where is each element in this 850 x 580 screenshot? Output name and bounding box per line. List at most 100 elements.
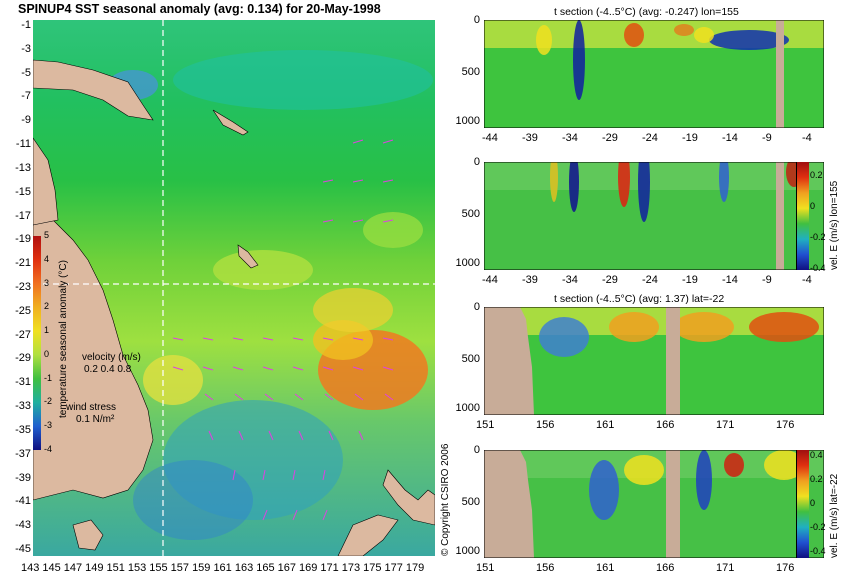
panel-title: t section (-4..5°C) (avg: -0.247) lon=15… xyxy=(554,6,739,18)
lat-label: -33 xyxy=(15,400,31,413)
lon-label: 167 xyxy=(277,562,296,574)
lat-label: -17 xyxy=(15,209,31,222)
x-tick: 156 xyxy=(536,562,555,574)
lon-label: 157 xyxy=(170,562,190,574)
lon-label: 165 xyxy=(256,562,275,574)
colorbar-tick: 3 xyxy=(44,277,50,288)
lon-label: 169 xyxy=(298,562,318,574)
velocity-colorbar-tick: -0.4 xyxy=(810,546,826,556)
depth-tick: 0 xyxy=(473,444,480,456)
velocity-colorbar-tick: 0 xyxy=(810,200,816,211)
lat-label: -43 xyxy=(15,519,31,532)
lat-label: -35 xyxy=(15,423,31,436)
depth-tick: 500 xyxy=(461,208,480,220)
x-tick: 166 xyxy=(656,419,675,431)
lat-label: -23 xyxy=(15,281,31,293)
lon-label: 151 xyxy=(106,562,125,574)
x-tick: 166 xyxy=(656,562,675,574)
lon-label: 155 xyxy=(149,562,168,574)
x-tick: -4 xyxy=(802,132,812,144)
map-lat-axis: -1 -3 -5 -7 -9 -11 -13 -15 -17 -19 -21 -23 -25 -27 -29… xyxy=(0,19,33,556)
lat-label: -45 xyxy=(15,543,31,555)
map-colorbar xyxy=(33,236,41,450)
depth-tick: 0 xyxy=(473,301,480,313)
depth-tick: 500 xyxy=(461,496,480,508)
colorbar-tick: 1 xyxy=(44,325,50,336)
x-tick: 171 xyxy=(716,419,735,431)
x-tick: -29 xyxy=(602,132,618,144)
velocity-colorbar-tick: 0 xyxy=(810,498,816,508)
velocity-colorbar-label: vel. E (m/s) lat=-22 xyxy=(829,473,840,558)
lat-label: -1 xyxy=(21,19,31,31)
section-panel-2 xyxy=(484,162,824,270)
lat-label: -3 xyxy=(21,42,31,55)
section-panel-4 xyxy=(484,450,824,558)
colorbar-tick: 5 xyxy=(44,230,50,240)
x-tick: -24 xyxy=(642,132,658,144)
wind-legend: wind stress 0.1 N/m² xyxy=(66,402,116,426)
sst-map xyxy=(33,20,435,556)
velocity-colorbar-tick: 0.2 xyxy=(810,170,823,180)
lon-label: 163 xyxy=(234,562,254,574)
x-tick: 161 xyxy=(596,419,615,431)
lon-label: 161 xyxy=(213,562,232,574)
velocity-colorbar-label: vel. E (m/s) lon=155 xyxy=(829,180,840,270)
land xyxy=(33,59,435,556)
lat-label: -25 xyxy=(15,304,31,317)
lon-label: 145 xyxy=(42,562,61,574)
velocity-colorbar-tick: -0.2 xyxy=(810,522,826,532)
x-tick: -9 xyxy=(762,274,772,286)
x-tick: 176 xyxy=(776,562,795,574)
x-tick: -34 xyxy=(562,132,578,144)
x-tick: -14 xyxy=(722,132,738,144)
lon-label: 173 xyxy=(341,562,361,574)
colorbar-tick: -1 xyxy=(44,372,53,383)
lat-label: -15 xyxy=(15,185,31,198)
map-colorbar-label: temperature seasonal anomaly (°C) xyxy=(58,260,69,418)
velocity-colorbar xyxy=(796,450,809,558)
lon-label: 153 xyxy=(127,562,147,574)
x-tick: 156 xyxy=(536,419,555,431)
x-tick: 171 xyxy=(716,562,735,574)
velocity-colorbar-tick: -0.4 xyxy=(810,262,826,273)
lat-label: -9 xyxy=(21,114,31,127)
depth-tick: 500 xyxy=(461,66,480,78)
velocity-colorbar-tick: 0.2 xyxy=(810,474,823,484)
colorbar-tick: -3 xyxy=(44,420,53,431)
x-tick: -19 xyxy=(682,274,698,286)
lat-label: -13 xyxy=(15,161,31,174)
lat-label: -39 xyxy=(15,471,31,484)
velocity-colorbar xyxy=(796,162,809,270)
x-tick: -4 xyxy=(802,274,812,286)
wind-legend-scale: 0.1 N/m² xyxy=(76,414,115,425)
lat-label: -31 xyxy=(15,376,31,389)
map-colorbar-ticks: 5 4 3 2 1 0 -1 -2 -3 -4 xyxy=(44,230,58,454)
x-tick: -44 xyxy=(482,274,498,286)
lat-label: -7 xyxy=(21,90,31,103)
velocity-legend-scale: 0.2 0.4 0.8 xyxy=(84,364,132,375)
depth-tick: 0 xyxy=(473,156,480,168)
lat-label: -29 xyxy=(15,352,31,365)
velocity-legend: velocity (m/s) 0.2 0.4 0.8 xyxy=(82,352,141,376)
lon-label: 159 xyxy=(192,562,211,574)
x-tick: 151 xyxy=(476,419,495,431)
depth-tick: 1000 xyxy=(455,402,480,414)
velocity-legend-label: velocity (m/s) xyxy=(82,352,141,363)
lat-label: -5 xyxy=(21,66,31,79)
x-tick: -9 xyxy=(762,132,772,144)
x-tick: -39 xyxy=(522,274,538,286)
lon-label: 177 xyxy=(384,562,403,574)
depth-tick: 1000 xyxy=(455,257,480,269)
depth-tick: 500 xyxy=(461,353,480,365)
lat-label: -11 xyxy=(15,138,31,151)
velocity-colorbar-tick: 0.4 xyxy=(810,450,823,460)
x-tick: 176 xyxy=(776,419,795,431)
lon-label: 175 xyxy=(363,562,382,574)
x-tick: -19 xyxy=(682,132,698,144)
depth-tick: 1000 xyxy=(455,545,480,557)
panel-title: t section (-4..5°C) (avg: 1.37) lat=-22 xyxy=(554,293,725,305)
map-title: SPINUP4 SST seasonal anomaly (avg: 0.134… xyxy=(18,2,381,16)
velocity-colorbar-tick: -0.2 xyxy=(810,231,826,242)
colorbar-tick: 2 xyxy=(44,301,50,312)
x-tick: 161 xyxy=(596,562,615,574)
